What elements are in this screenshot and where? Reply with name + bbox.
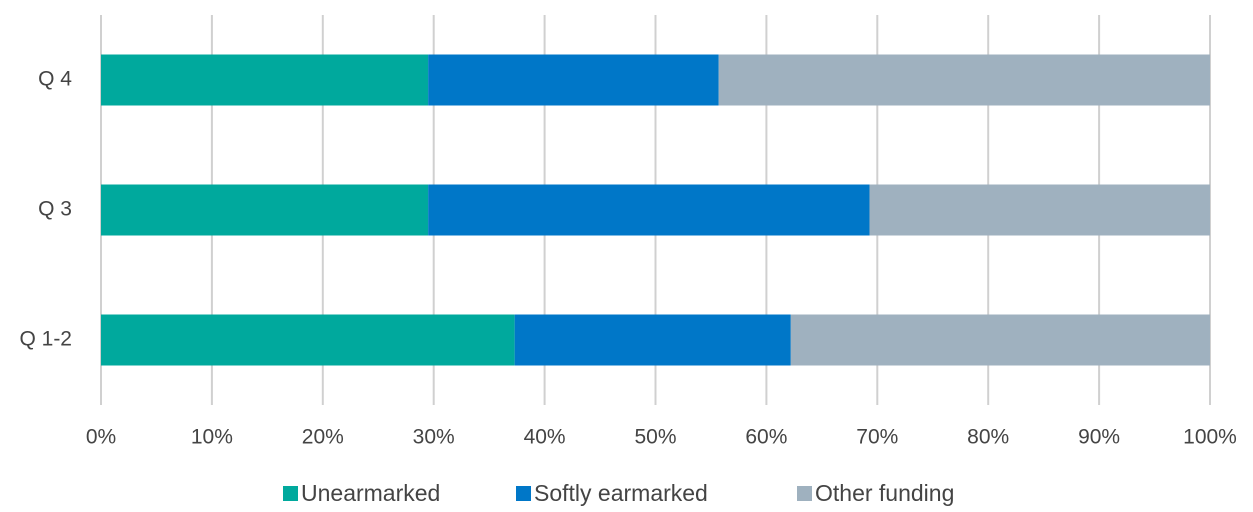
x-tick-label: 60% xyxy=(745,426,787,449)
x-tick-label: 0% xyxy=(86,426,116,449)
bar-segment xyxy=(718,54,1210,106)
x-tick-label: 100% xyxy=(1183,426,1237,449)
legend-label: Unearmarked xyxy=(301,480,440,506)
bar-segment xyxy=(514,314,791,366)
y-tick-label: Q 4 xyxy=(38,68,72,91)
y-tick-label: Q 1-2 xyxy=(19,328,72,351)
legend-swatch xyxy=(283,486,298,501)
x-tick-label: 20% xyxy=(302,426,344,449)
bar-segment xyxy=(428,54,719,106)
legend-swatch xyxy=(516,486,531,501)
x-tick-label: 50% xyxy=(634,426,676,449)
bar-segment xyxy=(101,314,515,366)
bar-segment xyxy=(101,54,429,106)
legend-label: Other funding xyxy=(815,480,954,506)
bar-segment xyxy=(869,184,1210,236)
x-tick-label: 30% xyxy=(413,426,455,449)
bar-segment xyxy=(790,314,1210,366)
bar-segment xyxy=(101,184,429,236)
y-tick-label: Q 3 xyxy=(38,198,72,221)
x-tick-label: 80% xyxy=(967,426,1009,449)
x-tick-label: 90% xyxy=(1078,426,1120,449)
legend-label: Softly earmarked xyxy=(534,480,708,506)
x-tick-label: 70% xyxy=(856,426,898,449)
legend-swatch xyxy=(797,486,812,501)
x-tick-label: 40% xyxy=(524,426,566,449)
bar-segment xyxy=(428,184,870,236)
x-tick-label: 10% xyxy=(191,426,233,449)
